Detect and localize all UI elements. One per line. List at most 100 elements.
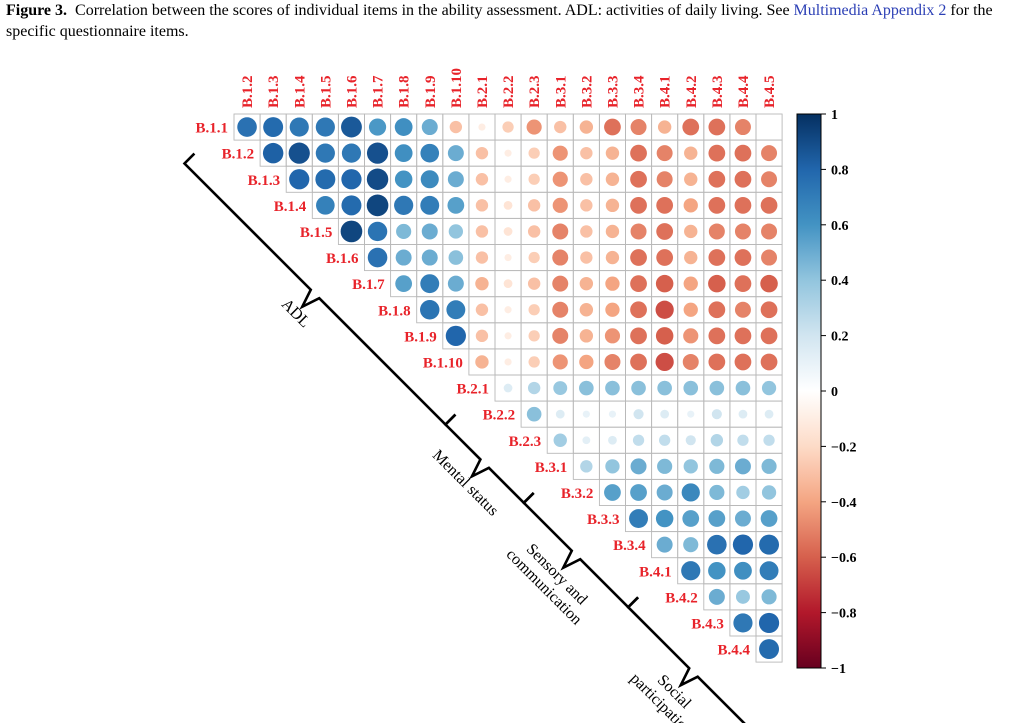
correlation-circle bbox=[316, 196, 335, 215]
correlation-circle bbox=[683, 459, 698, 474]
colorbar-tick-label: 0.2 bbox=[831, 330, 849, 345]
correlation-circle bbox=[579, 303, 594, 317]
correlation-circle bbox=[552, 327, 569, 344]
correlation-circle bbox=[630, 223, 647, 240]
correlation-circle bbox=[760, 274, 778, 293]
correlation-circle bbox=[447, 196, 465, 214]
column-label: B.3.2 bbox=[579, 75, 595, 108]
correlation-circle bbox=[315, 143, 335, 163]
correlation-circle bbox=[758, 612, 780, 634]
correlation-circle bbox=[709, 380, 725, 396]
correlation-circle bbox=[528, 173, 540, 185]
column-label: B.1.8 bbox=[397, 75, 413, 108]
correlation-circle bbox=[447, 275, 464, 292]
correlation-circle bbox=[395, 249, 412, 266]
correlation-circle bbox=[528, 304, 540, 316]
correlation-circle bbox=[683, 276, 698, 291]
correlation-circle bbox=[657, 380, 672, 396]
row-label: B.3.4 bbox=[613, 538, 646, 554]
correlation-circle bbox=[605, 198, 620, 213]
row-label: B.4.2 bbox=[665, 590, 698, 606]
group-bracket bbox=[443, 413, 535, 505]
correlation-circle bbox=[582, 436, 591, 445]
row-label: B.2.1 bbox=[456, 382, 489, 398]
column-label: B.4.3 bbox=[710, 75, 726, 108]
correlation-circle bbox=[630, 170, 647, 188]
correlation-circle bbox=[580, 146, 593, 160]
correlation-circle bbox=[630, 458, 647, 475]
correlation-circle bbox=[366, 142, 389, 164]
row-label: B.1.1 bbox=[195, 121, 228, 137]
correlation-circle bbox=[605, 172, 620, 186]
correlation-circle bbox=[734, 170, 752, 188]
grid-cell bbox=[755, 113, 783, 141]
correlation-circle bbox=[420, 274, 440, 294]
correlation-circle bbox=[394, 144, 413, 163]
colorbar-gradient bbox=[796, 113, 822, 669]
correlation-circle bbox=[580, 251, 593, 264]
column-label: B.1.5 bbox=[318, 75, 334, 108]
correlation-circle bbox=[630, 301, 647, 319]
correlation-circle bbox=[340, 220, 363, 243]
correlation-circle bbox=[475, 355, 489, 369]
correlation-circle bbox=[528, 356, 540, 368]
column-label: B.4.5 bbox=[762, 75, 778, 108]
correlation-circle bbox=[660, 409, 670, 419]
correlation-circle bbox=[761, 589, 777, 605]
correlation-circle bbox=[656, 171, 673, 188]
colorbar-tick-label: −0.6 bbox=[831, 551, 856, 566]
correlation-circle bbox=[367, 247, 388, 268]
row-label: B.1.7 bbox=[352, 277, 385, 293]
correlation-circle bbox=[605, 250, 620, 265]
group-bracket bbox=[626, 596, 746, 723]
correlation-circle bbox=[605, 380, 620, 396]
correlation-circle bbox=[708, 327, 726, 345]
correlation-circle bbox=[394, 170, 413, 188]
correlation-circle bbox=[734, 301, 751, 318]
correlation-circle bbox=[734, 119, 751, 136]
correlation-circle bbox=[315, 169, 336, 190]
correlation-circle bbox=[759, 534, 780, 555]
correlation-circle bbox=[708, 510, 726, 527]
correlation-circle bbox=[760, 510, 778, 527]
column-label: B.1.10 bbox=[449, 68, 465, 108]
correlation-circle bbox=[761, 171, 778, 188]
correlation-circle bbox=[421, 119, 438, 136]
correlation-circle bbox=[684, 146, 698, 160]
row-label: B.1.3 bbox=[248, 173, 281, 189]
correlation-circle bbox=[420, 300, 440, 320]
correlation-circle bbox=[475, 276, 489, 291]
correlation-circle bbox=[395, 275, 413, 293]
correlation-circle bbox=[761, 485, 777, 500]
correlation-circle bbox=[504, 175, 512, 183]
correlation-circle bbox=[629, 509, 648, 528]
correlation-circle bbox=[685, 435, 696, 446]
correlation-circle bbox=[708, 301, 726, 319]
correlation-circle bbox=[475, 329, 489, 343]
correlation-circle bbox=[552, 145, 568, 161]
correlation-circle bbox=[683, 380, 699, 396]
correlation-circle bbox=[656, 536, 673, 553]
correlation-circle bbox=[761, 380, 777, 396]
correlation-circle bbox=[503, 279, 513, 289]
correlation-circle bbox=[630, 275, 647, 293]
correlation-circle bbox=[478, 123, 486, 131]
correlation-circle bbox=[604, 328, 621, 344]
correlation-circle bbox=[552, 301, 569, 318]
appendix-link[interactable]: Multimedia Appendix 2 bbox=[793, 2, 947, 19]
correlation-circle bbox=[579, 329, 594, 343]
correlation-circle bbox=[655, 327, 674, 345]
correlation-circle bbox=[552, 275, 569, 292]
correlation-circle bbox=[734, 561, 752, 580]
correlation-circle bbox=[682, 118, 700, 136]
correlation-circle bbox=[554, 120, 567, 134]
column-label: B.1.3 bbox=[266, 75, 282, 108]
correlation-circle bbox=[527, 199, 541, 212]
correlation-circle bbox=[760, 353, 778, 371]
colorbar-tick-label: 0.8 bbox=[831, 163, 849, 178]
correlation-circle bbox=[237, 117, 257, 137]
row-label: B.1.4 bbox=[274, 199, 307, 215]
correlation-circle bbox=[684, 224, 698, 239]
correlation-circle bbox=[604, 353, 621, 370]
